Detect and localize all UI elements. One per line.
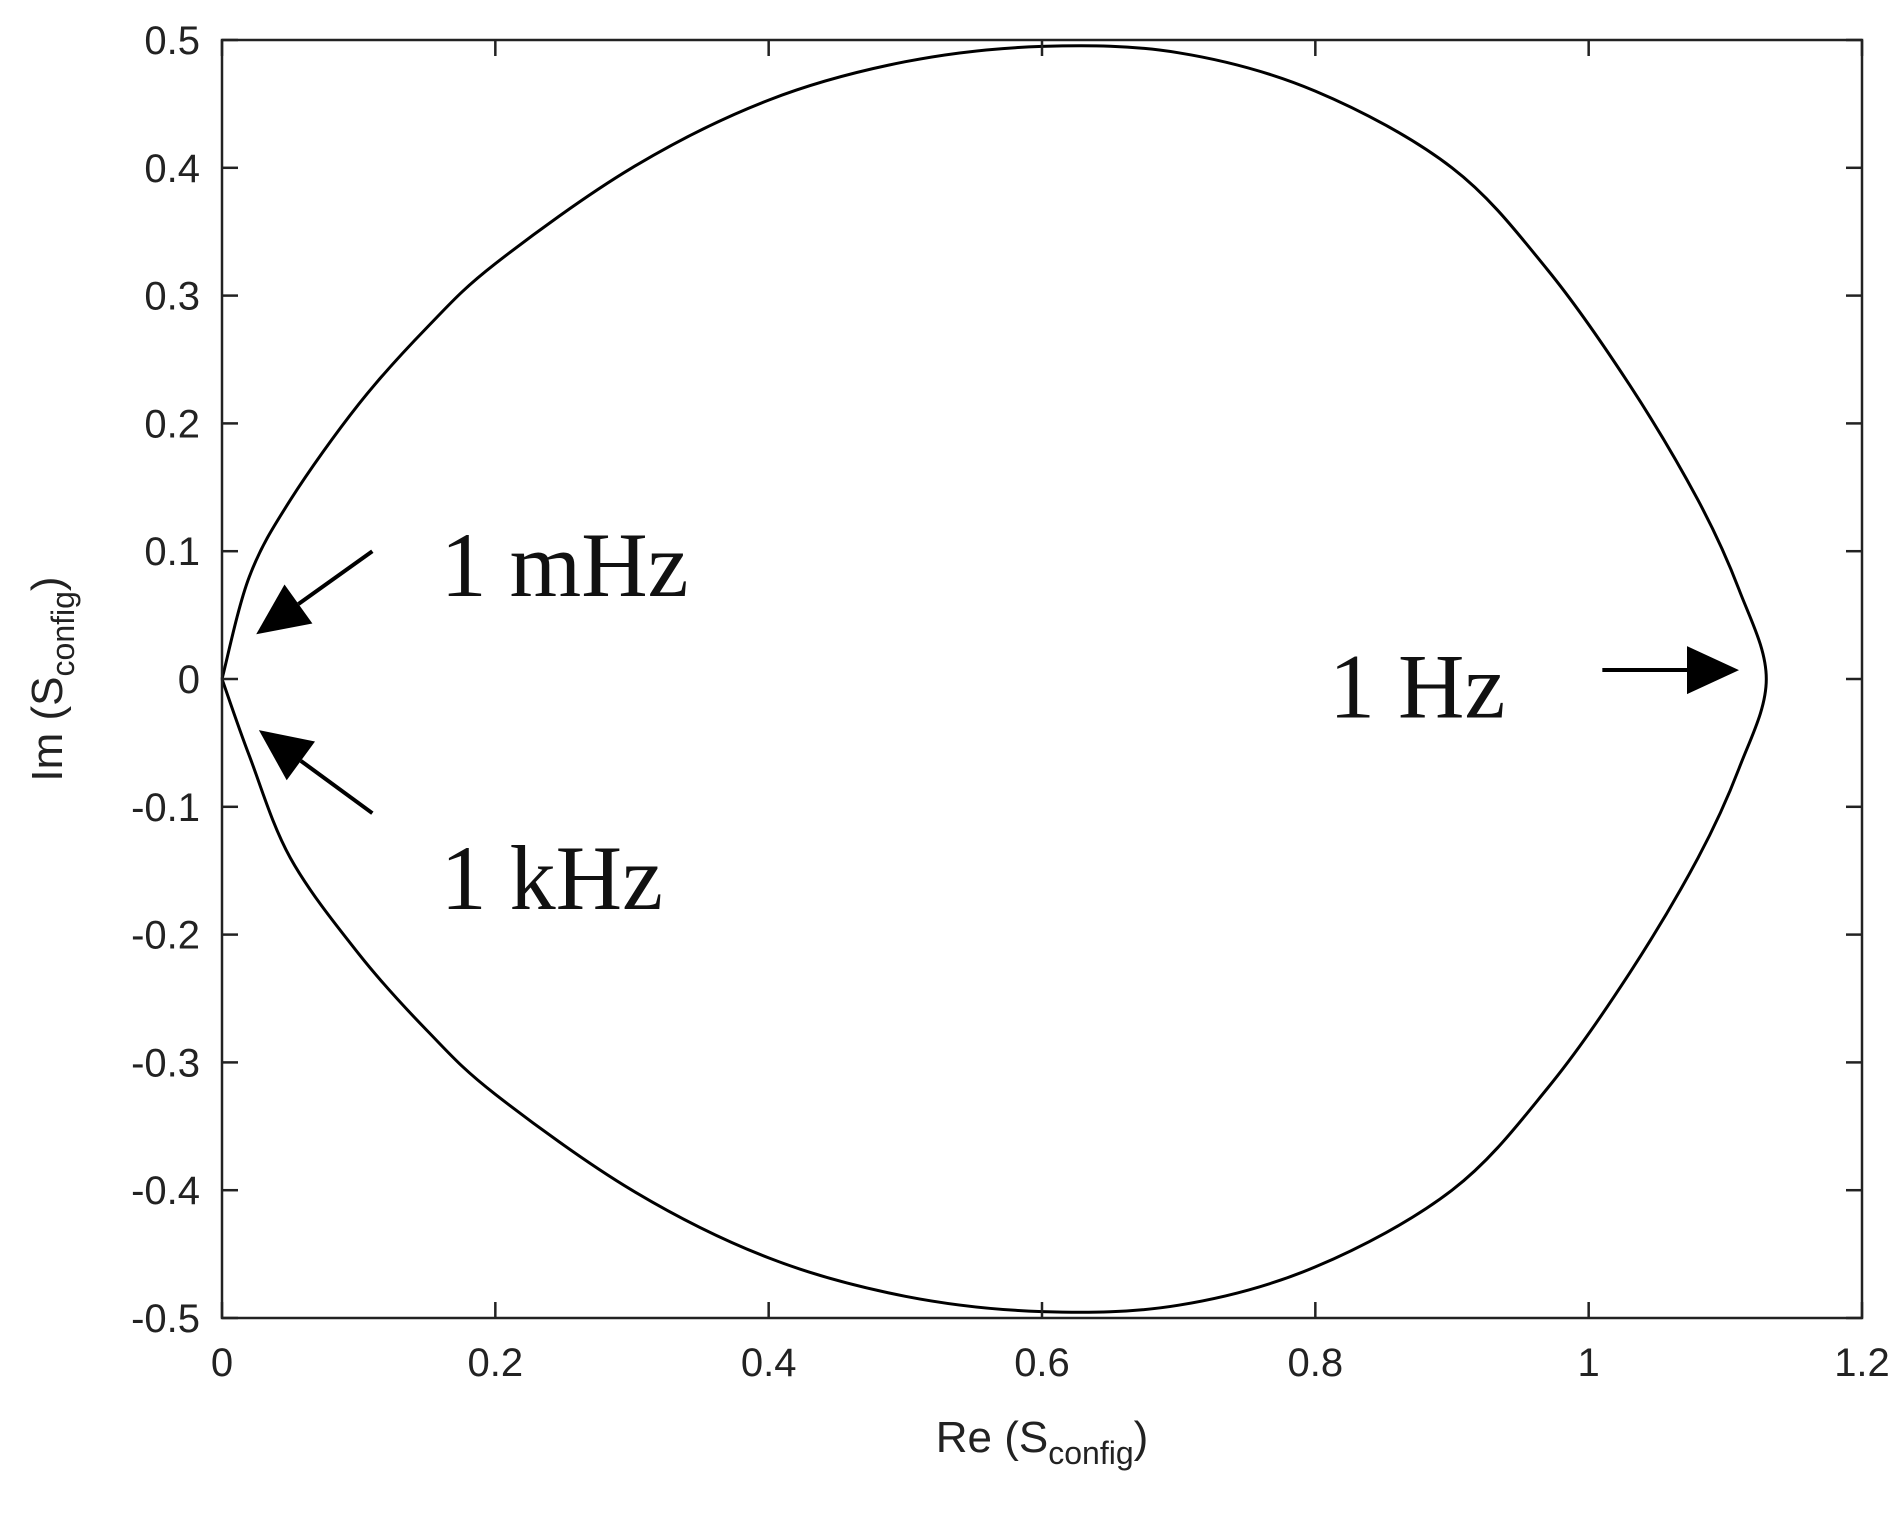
annotation-mhz: 1 mHz [441, 514, 689, 616]
arrow-hz-head [1687, 646, 1739, 695]
y-tick-label: 0 [178, 658, 200, 702]
y-tick-label: -0.1 [131, 786, 200, 830]
y-tick-label: 0.5 [144, 19, 200, 63]
annotation-hz: 1 Hz [1329, 635, 1505, 737]
y-tick-label: -0.5 [131, 1297, 200, 1341]
x-tick-label: 0 [211, 1341, 233, 1385]
arrow-khz-shaft [299, 759, 374, 815]
arrow-mhz-shaft [297, 549, 374, 606]
y-tick-label: 0.3 [144, 275, 200, 319]
y-tick-label: 0.4 [144, 147, 200, 191]
tick-layer: 0 0.2 0.4 0.6 0.8 1 1.2 0.5 0.4 0.3 0.2 0.1 0 -0.1 -0.… [131, 19, 1890, 1385]
x-tick-label: 0.2 [468, 1341, 524, 1385]
annotation-layer: 1 mHz 1 kHz 1 Hz [256, 514, 1739, 929]
y-tick-label: 0.2 [144, 402, 200, 446]
x-tick-label: 0.4 [741, 1341, 797, 1385]
series-line [220, 44, 1768, 1314]
y-tick-label: -0.3 [131, 1041, 200, 1085]
y-axis-label: Im (Sconfig) [23, 576, 81, 781]
x-tick-label: 1.2 [1834, 1341, 1890, 1385]
x-axis-label: Re (Sconfig) [936, 1413, 1149, 1471]
arrow-khz-head [258, 730, 315, 781]
arrow-mhz-head [256, 584, 313, 635]
annotation-khz: 1 kHz [441, 827, 663, 929]
y-tick-label: -0.2 [131, 914, 200, 958]
x-tick-label: 1 [1578, 1341, 1600, 1385]
curve-layer [220, 44, 1768, 1314]
x-tick-label: 0.6 [1014, 1341, 1070, 1385]
x-tick-label: 0.8 [1288, 1341, 1344, 1385]
y-tick-label: 0.1 [144, 530, 200, 574]
plot-area-frame [220, 38, 1864, 1320]
y-tick-label: -0.4 [131, 1169, 200, 1213]
